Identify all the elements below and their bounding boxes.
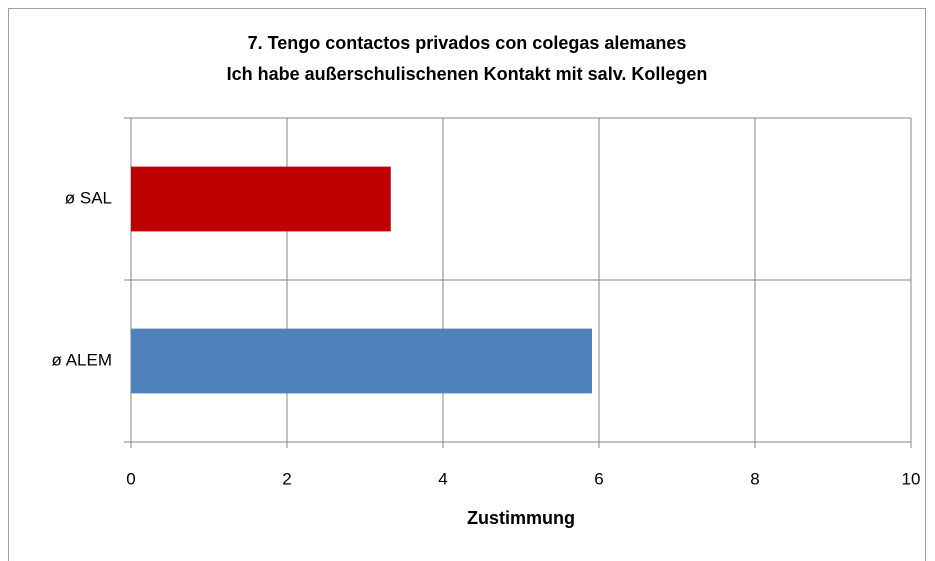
x-tick-label: 2: [282, 469, 291, 488]
bar: [131, 328, 592, 394]
x-tick-label: 8: [750, 469, 759, 488]
x-tick-label: 4: [438, 469, 447, 488]
x-axis-label: Zustimmung: [467, 508, 575, 528]
chart-title: 7. Tengo contactos privados con colegas …: [248, 33, 687, 53]
chart-frame: [8, 8, 926, 561]
chart-subtitle: Ich habe außerschulischenen Kontakt mit …: [227, 64, 708, 84]
bar: [131, 166, 391, 232]
y-tick-label: ø SAL: [65, 188, 112, 207]
x-tick-label: 10: [902, 469, 921, 488]
x-tick-label: 0: [126, 469, 135, 488]
y-tick-label: ø ALEM: [52, 350, 112, 369]
x-tick-label: 6: [594, 469, 603, 488]
